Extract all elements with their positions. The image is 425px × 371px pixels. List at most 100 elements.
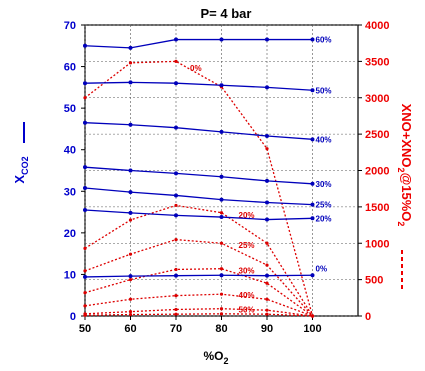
co2-series-line [84, 209, 313, 221]
nox-series-point [128, 61, 133, 65]
co2-series-point [219, 273, 224, 278]
co2-series-point [83, 120, 87, 125]
co2-series-line [84, 81, 313, 91]
nox-series-line [84, 313, 313, 317]
nox-series-label: 25% [239, 241, 255, 250]
co2-series-point [265, 217, 269, 222]
x-axis-label: %O2 [203, 349, 228, 366]
co2-series-point [265, 200, 269, 205]
co2-series-point [310, 37, 315, 42]
nox-series-point [128, 278, 133, 282]
nox-series-point [174, 312, 178, 316]
y-left-tick-label: 20 [64, 228, 76, 240]
co2-series-point [310, 181, 315, 186]
nox-series-point [265, 297, 269, 301]
y-axis-left-label: XCO2 [12, 156, 30, 183]
co2-series-point [128, 45, 133, 50]
co2-series-point [128, 190, 133, 195]
y-left-tick-label: 70 [64, 20, 76, 32]
chart-title: P= 4 bar [201, 6, 252, 21]
co2-series-point [128, 274, 133, 279]
co2-series-label: 20% [316, 214, 332, 223]
co2-series-label: 30% [316, 180, 332, 189]
co2-series-point [83, 81, 87, 86]
co2-series-point [265, 133, 269, 138]
nox-series-line [84, 204, 314, 317]
co2-series-point [128, 210, 133, 215]
nox-series-point [219, 307, 224, 311]
co2-series-label: 60% [316, 36, 332, 45]
y-left-tick-label: 60 [64, 62, 76, 74]
y-right-tick-label: 2500 [365, 129, 389, 141]
co2-series-point [83, 165, 87, 170]
nox-series-line [84, 293, 313, 317]
y-left-tick-label: 0 [70, 311, 76, 323]
co2-series-label: 40% [316, 135, 332, 144]
nox-series-point [174, 203, 178, 208]
plot-area: 50 60 70 80 90 100010203040506070050010001500… [64, 20, 390, 335]
nox-series-point [174, 59, 178, 63]
y-right-tick-label: 4000 [365, 20, 389, 32]
y-left-tick-label: 40 [64, 145, 76, 157]
co2-series-point [310, 137, 315, 142]
nox-series-point [265, 147, 269, 151]
co2-series-point [128, 122, 133, 127]
nox-series-line [84, 268, 313, 317]
nox-series-label: 30% [239, 266, 255, 275]
y-right-tick-label: 2000 [365, 166, 389, 178]
nox-series-point [83, 313, 87, 317]
co2-series-point [174, 213, 178, 218]
y-axis-right-label: XNO+XNO2@15%O2 [396, 104, 414, 227]
y-axis-right-label-part: @15%O [399, 173, 414, 222]
co2-series-point [310, 216, 315, 221]
co2-series-point [174, 37, 178, 42]
co2-series-point [265, 178, 269, 183]
nox-series-point [219, 292, 224, 296]
nox-series-point [174, 307, 178, 312]
nox-series-point [219, 312, 224, 316]
nox-series-point [128, 218, 133, 222]
y-axis-right-label-part: XNO+XNO [399, 104, 414, 168]
nox-series-point [219, 267, 224, 271]
co2-series-label: 25% [316, 201, 332, 210]
co2-series-point [310, 273, 315, 278]
nox-series-label: 50% [239, 306, 255, 315]
co2-series-point [174, 125, 178, 130]
co2-series-line [84, 166, 313, 185]
co2-series-point [219, 197, 224, 202]
x-tick-label: 80 [215, 323, 227, 335]
nox-series-line [84, 60, 314, 317]
x-tick-label: 50 [79, 323, 91, 335]
co2-series-point [174, 193, 178, 198]
nox-series-point [128, 252, 133, 256]
co2-series-point [128, 80, 133, 85]
co2-series-point [310, 88, 315, 93]
co2-series-point [219, 37, 224, 42]
nox-series-point [265, 312, 269, 316]
co2-series-point [219, 83, 224, 88]
co2-series-point [83, 185, 87, 190]
x-tick-label: 70 [170, 323, 182, 335]
x-tick-label: 90 [261, 323, 273, 335]
co2-series-point [174, 273, 178, 278]
x-tick-label: 100 [303, 323, 321, 335]
y-axis-right-label-part: 2 [396, 221, 406, 226]
co2-series-point [83, 207, 87, 212]
nox-series-point [310, 314, 315, 318]
nox-series-point [83, 291, 87, 295]
y-left-tick-label: 50 [64, 103, 76, 115]
co2-series-point [83, 274, 87, 279]
co2-series-line [84, 274, 313, 278]
y-left-tick-label: 30 [64, 186, 76, 198]
co2-series-point [265, 273, 269, 278]
co2-series-point [128, 168, 133, 173]
nox-series-point [174, 267, 178, 272]
nox-series-point [83, 246, 87, 250]
co2-series-point [174, 171, 178, 176]
y-right-tick-label: 0 [365, 311, 371, 323]
nox-series-point [265, 241, 269, 245]
co2-series-line [84, 187, 313, 206]
y-right-tick-label: 3500 [365, 56, 389, 68]
y-right-tick-label: 1500 [365, 202, 389, 214]
nox-series-point [219, 211, 224, 215]
